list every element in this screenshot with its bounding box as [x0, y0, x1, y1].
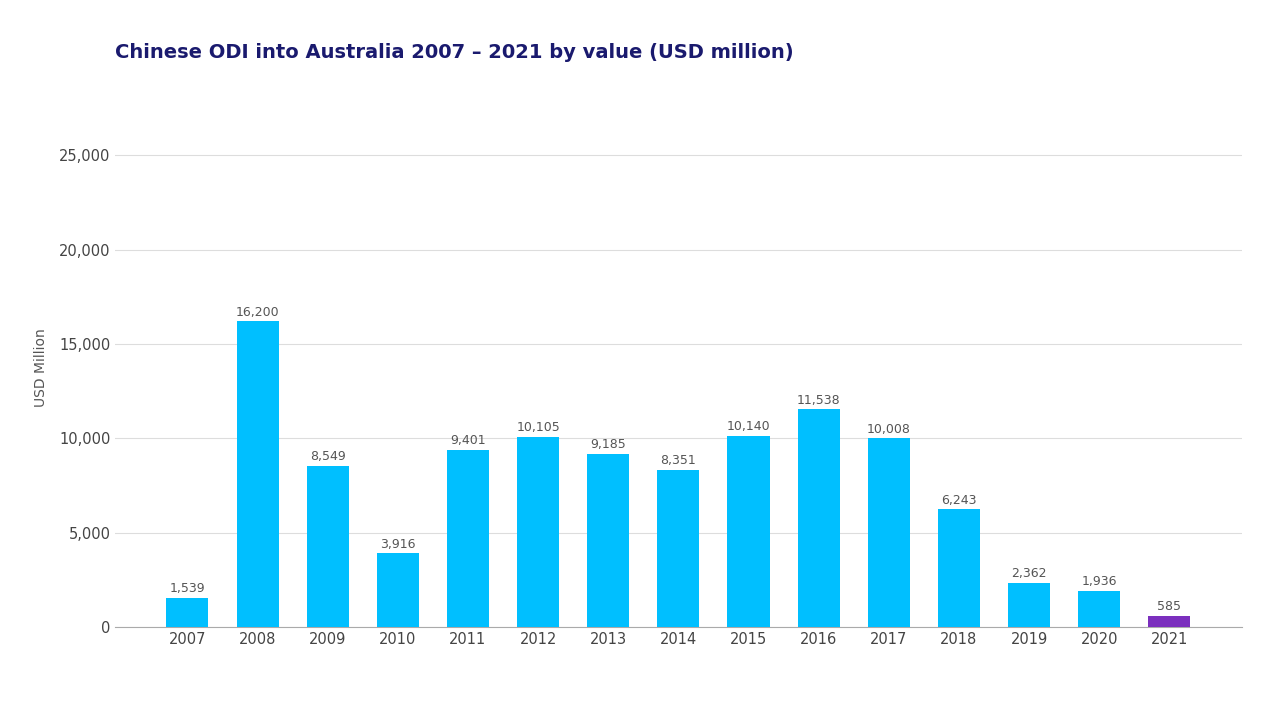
Bar	[727, 436, 769, 627]
Bar	[166, 598, 209, 627]
Text: Chinese ODI into Australia 2007 – 2021 by value (USD million): Chinese ODI into Australia 2007 – 2021 b…	[115, 43, 794, 62]
Text: 1,539: 1,539	[170, 583, 205, 596]
Text: 3,916: 3,916	[380, 538, 416, 551]
Bar	[1148, 616, 1190, 627]
Bar	[447, 450, 489, 627]
Bar	[1009, 583, 1050, 627]
Text: 11,538: 11,538	[797, 394, 841, 407]
Bar	[938, 510, 980, 627]
Text: 10,105: 10,105	[516, 420, 561, 434]
Text: 2,362: 2,362	[1011, 567, 1047, 580]
Text: 9,401: 9,401	[451, 434, 486, 447]
Text: 585: 585	[1157, 601, 1181, 614]
Text: 10,140: 10,140	[727, 420, 771, 433]
Bar	[237, 322, 279, 627]
Bar	[868, 438, 910, 627]
Bar	[588, 454, 630, 627]
Text: 16,200: 16,200	[236, 306, 279, 319]
Y-axis label: USD Million: USD Million	[33, 328, 47, 407]
Bar	[376, 553, 419, 627]
Text: 8,549: 8,549	[310, 450, 346, 463]
Text: 6,243: 6,243	[941, 494, 977, 507]
Text: 1,936: 1,936	[1082, 575, 1117, 588]
Bar	[517, 436, 559, 627]
Bar	[658, 469, 699, 627]
Bar	[797, 410, 840, 627]
Bar	[307, 466, 348, 627]
Text: 9,185: 9,185	[590, 438, 626, 451]
Text: 10,008: 10,008	[867, 423, 911, 435]
Text: 8,351: 8,351	[660, 454, 696, 466]
Bar	[1078, 590, 1120, 627]
